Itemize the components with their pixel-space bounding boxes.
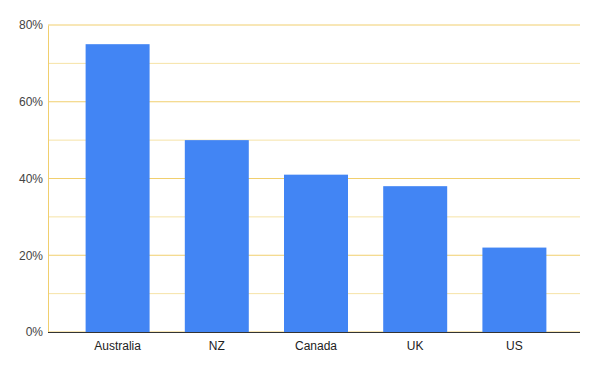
- y-tick-label: 20%: [19, 249, 43, 263]
- x-tick-label: US: [506, 339, 523, 353]
- x-tick: Australia: [94, 332, 141, 353]
- y-tick: 0%: [26, 325, 48, 339]
- y-tick-label: 0%: [26, 325, 44, 339]
- x-tick-label: Australia: [94, 339, 141, 353]
- x-axis: Australia NZ Canada UK US: [48, 332, 580, 353]
- x-tick: US: [506, 332, 523, 353]
- bar: [185, 140, 249, 332]
- y-tick: 80%: [19, 18, 48, 32]
- bars: [86, 44, 547, 332]
- y-axis: 0% 20% 40% 60% 80%: [19, 18, 49, 339]
- bar: [482, 248, 546, 332]
- bar: [284, 175, 348, 332]
- grid-line: [48, 25, 580, 26]
- y-tick: 60%: [19, 95, 48, 109]
- y-tick: 40%: [19, 172, 48, 186]
- x-tick: UK: [407, 332, 424, 353]
- y-tick-label: 40%: [19, 172, 43, 186]
- y-tick-label: 80%: [19, 18, 43, 32]
- x-tick: NZ: [209, 332, 225, 353]
- x-tick: Canada: [295, 332, 337, 353]
- chart: 0% 20% 40% 60% 80% Australia NZ Canada UK US: [0, 0, 600, 371]
- x-tick-label: UK: [407, 339, 424, 353]
- y-tick: 20%: [19, 249, 48, 263]
- x-tick-label: NZ: [209, 339, 225, 353]
- grid: [48, 25, 580, 332]
- x-axis-line: [48, 332, 580, 333]
- x-tick-label: Canada: [295, 339, 337, 353]
- bar: [86, 44, 150, 332]
- y-axis-line: [48, 26, 49, 333]
- y-tick-label: 60%: [19, 95, 43, 109]
- bar: [383, 186, 447, 332]
